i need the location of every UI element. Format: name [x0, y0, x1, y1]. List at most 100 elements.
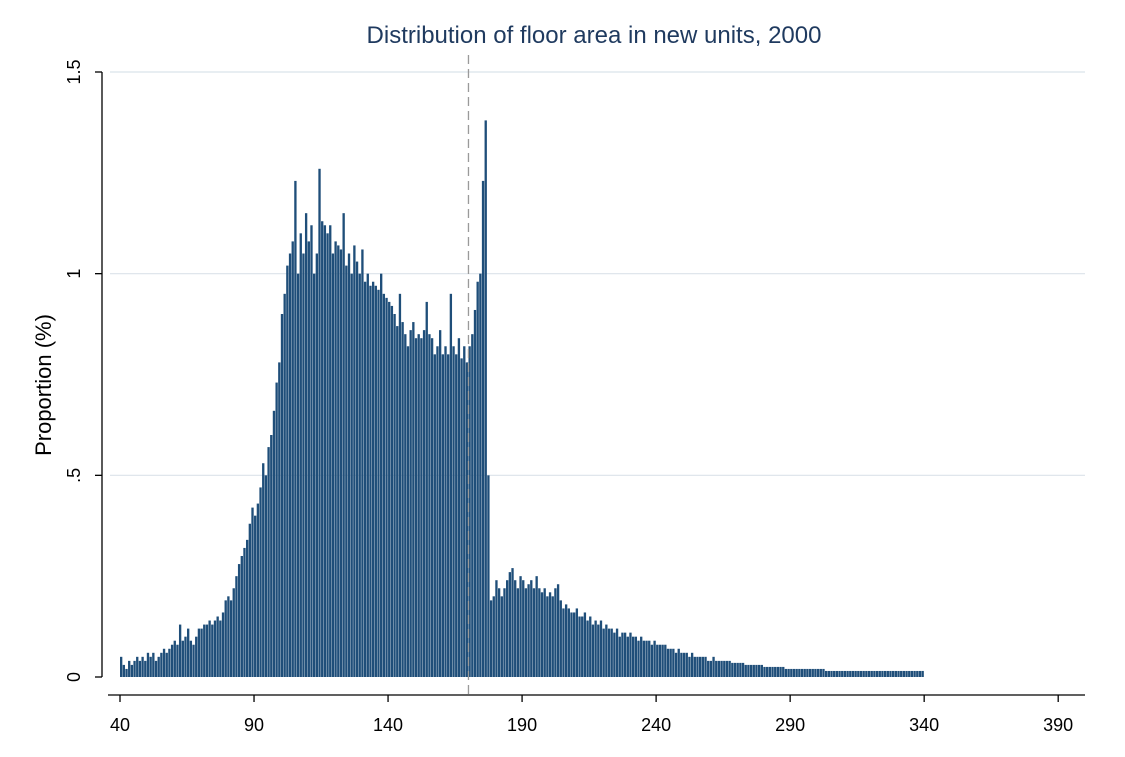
bar	[841, 670, 844, 677]
bar	[908, 670, 911, 677]
bar	[380, 273, 383, 677]
bar	[256, 503, 260, 677]
bar	[623, 632, 627, 677]
bar	[897, 670, 900, 677]
bar	[648, 640, 651, 677]
bar	[875, 670, 879, 677]
bar	[133, 660, 136, 677]
bar	[862, 670, 865, 677]
bar	[900, 670, 903, 677]
bar	[243, 547, 246, 677]
bar	[664, 644, 667, 677]
bar	[414, 338, 418, 677]
bar	[610, 628, 613, 677]
bar	[843, 670, 847, 677]
bar	[543, 588, 546, 677]
x-tick-label: 240	[641, 715, 671, 735]
bar	[216, 616, 219, 677]
bar	[733, 662, 737, 677]
bar	[492, 596, 495, 677]
bar	[661, 644, 664, 677]
bar	[865, 670, 868, 677]
bar	[704, 656, 707, 677]
bar	[717, 660, 721, 677]
y-tick-label: 1	[64, 269, 84, 279]
bar	[235, 576, 238, 677]
bar	[674, 652, 678, 677]
bar	[741, 662, 745, 677]
bar	[782, 666, 785, 677]
bar	[245, 539, 249, 677]
bar	[170, 644, 174, 677]
bar	[500, 596, 503, 677]
bar	[886, 670, 889, 677]
bar	[634, 636, 637, 677]
bar	[259, 487, 262, 677]
bar	[184, 636, 187, 677]
bar	[621, 632, 624, 677]
bar	[554, 588, 557, 677]
bar	[731, 662, 734, 677]
bar	[581, 616, 584, 677]
bar	[578, 616, 581, 677]
bar	[811, 668, 814, 677]
bar	[532, 588, 536, 677]
bar	[457, 338, 461, 677]
bar	[240, 556, 243, 677]
bar	[508, 572, 512, 677]
bar	[728, 660, 731, 677]
bars	[120, 120, 924, 678]
bar	[339, 249, 343, 677]
bar	[211, 624, 214, 677]
bar	[653, 640, 656, 677]
bar	[254, 515, 257, 677]
bar	[816, 668, 820, 677]
bar	[699, 656, 702, 677]
bar	[455, 354, 458, 677]
bar	[516, 588, 520, 677]
bar	[693, 656, 696, 677]
bar	[382, 293, 386, 677]
bar	[345, 265, 348, 677]
bar	[331, 253, 335, 677]
bar	[425, 301, 428, 677]
bar	[562, 608, 565, 677]
bar	[599, 620, 603, 677]
bar	[838, 670, 841, 677]
bar	[136, 656, 139, 677]
bar	[422, 330, 426, 677]
bar	[187, 628, 190, 677]
y-tick-label: .5	[64, 468, 84, 483]
bar	[905, 670, 908, 677]
bar	[607, 628, 611, 677]
bar	[626, 636, 629, 677]
bar	[487, 475, 490, 677]
bar	[798, 668, 801, 677]
bar	[304, 213, 308, 678]
bar	[315, 253, 319, 677]
bar	[918, 670, 922, 677]
bar	[792, 668, 796, 677]
bar	[272, 410, 276, 677]
bar	[251, 507, 254, 677]
bar	[892, 670, 895, 677]
bar	[398, 293, 402, 677]
x-tick-label: 90	[244, 715, 264, 735]
bar	[125, 668, 128, 677]
bar	[715, 660, 718, 677]
bar	[774, 666, 777, 677]
bar	[803, 668, 806, 677]
bar	[637, 640, 640, 677]
bar	[910, 670, 914, 677]
y-axis-label: Proportion (%)	[31, 314, 56, 456]
bar	[347, 253, 351, 677]
bar	[883, 670, 887, 677]
bar	[771, 666, 774, 677]
bar	[141, 656, 144, 677]
bar	[385, 297, 388, 677]
bar	[248, 523, 251, 677]
bar	[203, 624, 206, 677]
bar	[350, 273, 353, 677]
